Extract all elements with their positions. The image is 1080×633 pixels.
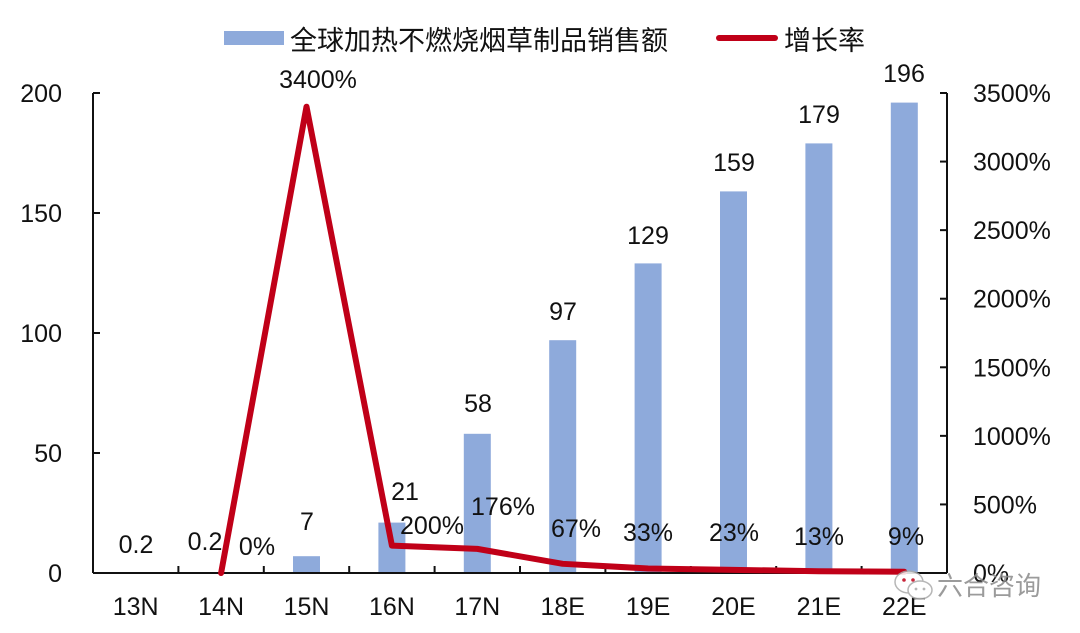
growth-value-label: 23% bbox=[709, 519, 759, 547]
right-tick-label: 1000% bbox=[973, 423, 1051, 451]
left-tick-label: 200 bbox=[20, 80, 62, 108]
x-tick-label: 16N bbox=[369, 593, 415, 621]
x-tick-label: 20E bbox=[711, 593, 755, 621]
bar-value-label: 7 bbox=[300, 508, 314, 536]
watermark-text: 六合咨询 bbox=[937, 571, 1042, 601]
legend-swatch-line bbox=[716, 35, 778, 41]
chart-legend: 全球加热不燃烧烟草制品销售额 增长率 bbox=[224, 18, 865, 58]
left-tick-label: 100 bbox=[20, 320, 62, 348]
bar-value-label: 0.2 bbox=[119, 531, 154, 559]
legend-label-growth: 增长率 bbox=[784, 25, 865, 56]
x-tick-label: 21E bbox=[797, 593, 841, 621]
left-tick-label: 150 bbox=[20, 200, 62, 228]
growth-rate-line bbox=[218, 103, 908, 576]
x-tick-label: 13N bbox=[113, 593, 159, 621]
left-tick-label: 0 bbox=[48, 560, 62, 588]
growth-value-label: 176% bbox=[471, 493, 535, 521]
growth-value-label: 13% bbox=[794, 523, 844, 551]
bar-value-label: 196 bbox=[883, 60, 925, 88]
x-tick-label: 14N bbox=[198, 593, 244, 621]
growth-value-label: 33% bbox=[623, 519, 673, 547]
bar-value-label: 21 bbox=[391, 478, 419, 506]
right-tick-label: 1500% bbox=[973, 354, 1051, 382]
growth-value-label: 200% bbox=[400, 512, 464, 540]
x-tick-label: 18E bbox=[540, 593, 584, 621]
growth-value-label: 0% bbox=[239, 533, 275, 561]
bar-value-label: 58 bbox=[464, 390, 492, 418]
left-tick-label: 50 bbox=[34, 440, 62, 468]
x-tick-label: 15N bbox=[284, 593, 330, 621]
bar-value-label: 179 bbox=[798, 101, 840, 129]
growth-value-label: 67% bbox=[551, 515, 601, 543]
bar-19E bbox=[634, 263, 662, 573]
right-tick-label: 3500% bbox=[973, 80, 1051, 108]
bar-20E bbox=[720, 191, 747, 573]
right-tick-label: 500% bbox=[973, 491, 1037, 519]
right-tick-label: 2500% bbox=[973, 217, 1051, 245]
x-tick-label: 17N bbox=[454, 593, 500, 621]
right-tick-label: 0% bbox=[973, 560, 1009, 588]
wechat-icon bbox=[894, 569, 933, 600]
growth-value-label: 3400% bbox=[279, 66, 357, 94]
legend-swatch-bar bbox=[224, 31, 284, 45]
legend-label-sales: 全球加热不燃烧烟草制品销售额 bbox=[290, 25, 668, 56]
bar-22E bbox=[890, 102, 918, 573]
growth-value-label: 9% bbox=[888, 523, 924, 551]
right-tick-label: 2000% bbox=[973, 286, 1051, 314]
bar-15N bbox=[293, 556, 320, 573]
bar-21E bbox=[805, 143, 833, 573]
bar-value-label: 159 bbox=[713, 149, 755, 177]
right-tick-label: 3000% bbox=[973, 149, 1051, 177]
bar-value-label: 0.2 bbox=[188, 528, 223, 556]
bar-value-label: 97 bbox=[549, 298, 577, 326]
watermark: 六合咨询 bbox=[893, 566, 1041, 603]
legend-item-sales: 全球加热不燃烧烟草制品销售额 bbox=[224, 19, 668, 58]
bar-18E bbox=[549, 340, 577, 573]
x-tick-label: 19E bbox=[626, 593, 670, 621]
legend-item-growth: 增长率 bbox=[668, 19, 865, 58]
bar-value-label: 129 bbox=[627, 222, 669, 250]
